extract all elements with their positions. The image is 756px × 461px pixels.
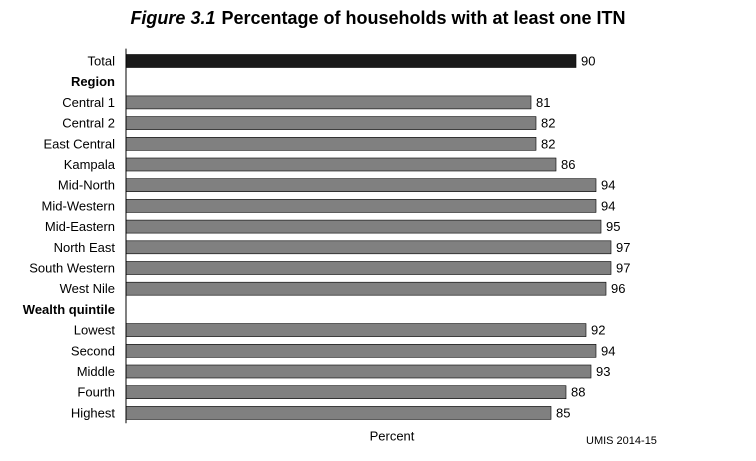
- data-label: 97: [616, 261, 630, 276]
- data-label: 95: [606, 219, 620, 234]
- bar: [125, 261, 612, 275]
- bar: [125, 116, 537, 130]
- data-label: 82: [541, 116, 555, 131]
- category-label: Middle: [77, 364, 115, 379]
- category-label: East Central: [43, 136, 115, 151]
- category-label: Total: [88, 54, 116, 69]
- bar: [125, 385, 567, 400]
- bar: [125, 137, 537, 151]
- figure-label: Figure 3.1: [130, 8, 216, 28]
- bar: [125, 323, 587, 337]
- bar: [125, 95, 532, 110]
- category-label: West Nile: [60, 281, 115, 296]
- data-label: 94: [601, 343, 615, 358]
- data-label: 97: [616, 240, 630, 255]
- bar: [125, 178, 597, 192]
- total-bar: [125, 54, 577, 68]
- chart-title: Figure 3.1 Percentage of households with …: [0, 8, 756, 29]
- data-label: 94: [601, 178, 615, 193]
- category-label: Mid-Eastern: [45, 219, 115, 234]
- bar: [125, 406, 552, 420]
- category-label: Second: [71, 343, 115, 358]
- bar: [125, 219, 602, 234]
- category-label: Lowest: [74, 323, 116, 338]
- category-label: Highest: [71, 405, 115, 420]
- data-label: 93: [596, 364, 610, 379]
- data-label: 85: [556, 405, 570, 420]
- data-label: 90: [581, 54, 595, 69]
- category-label: Central 1: [62, 95, 115, 110]
- data-label: 96: [611, 281, 625, 296]
- category-label: Fourth: [77, 385, 115, 400]
- group-heading: Region: [71, 74, 115, 89]
- data-label: 94: [601, 198, 615, 213]
- category-label: Mid-North: [58, 178, 115, 193]
- x-axis-label: Percent: [370, 428, 415, 443]
- group-heading: Wealth quintile: [23, 302, 115, 317]
- category-label: Mid-Western: [42, 198, 115, 213]
- category-label: South Western: [29, 261, 115, 276]
- bar: [125, 343, 597, 358]
- bar: [125, 281, 607, 296]
- category-label: Kampala: [64, 157, 116, 172]
- data-label: 82: [541, 136, 555, 151]
- source-note: UMIS 2014-15: [586, 435, 657, 447]
- bar: [125, 157, 557, 172]
- category-label: Central 2: [62, 116, 115, 131]
- data-label: 86: [561, 157, 575, 172]
- figure-title: Percentage of households with at least o…: [221, 8, 626, 28]
- category-label: North East: [54, 240, 116, 255]
- data-label: 81: [536, 95, 550, 110]
- bar: [125, 199, 597, 213]
- bar: [125, 364, 592, 379]
- data-label: 88: [571, 385, 585, 400]
- bar: [125, 240, 612, 255]
- data-label: 92: [591, 323, 605, 338]
